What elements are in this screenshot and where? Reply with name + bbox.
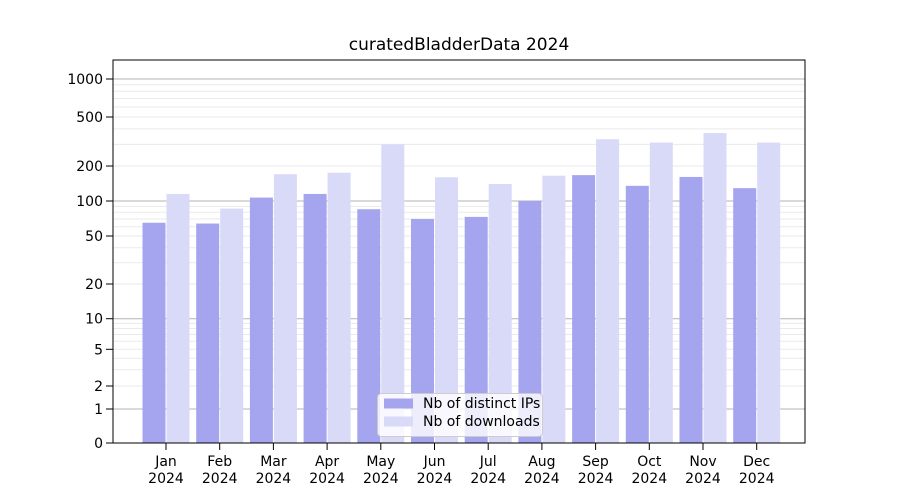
bar-nb-of-distinct-ips (142, 222, 166, 443)
x-tick-label: Jul 2024 (470, 454, 506, 487)
x-tick-label: Feb 2024 (202, 454, 238, 487)
bar-nb-of-distinct-ips (357, 209, 381, 443)
bar-nb-of-distinct-ips (733, 188, 757, 443)
y-tick-label: 50 (85, 229, 103, 245)
x-tick-label: Jan 2024 (148, 454, 184, 487)
bar-nb-of-distinct-ips (249, 197, 273, 443)
legend-swatch-nb-of-distinct-ips (384, 398, 413, 409)
bar-nb-of-downloads (596, 139, 620, 443)
bar-nb-of-distinct-ips (625, 185, 649, 443)
bar-nb-of-downloads (273, 174, 297, 443)
legend (377, 393, 543, 437)
bar-nb-of-downloads (703, 133, 727, 443)
y-tick-label: 0 (94, 436, 103, 452)
bar-nb-of-distinct-ips (196, 223, 220, 443)
bar-nb-of-downloads (542, 175, 566, 443)
y-tick-label: 500 (76, 110, 103, 126)
x-tick-label: Oct 2024 (631, 454, 667, 487)
y-tick-label: 2 (94, 379, 103, 395)
bar-nb-of-distinct-ips (518, 201, 542, 443)
bar-nb-of-downloads (435, 177, 458, 443)
x-tick-label: Nov 2024 (685, 454, 721, 487)
bar-nb-of-distinct-ips (679, 176, 703, 443)
axis-box (112, 59, 806, 444)
y-tick-label: 1000 (67, 72, 103, 88)
y-tick-label: 20 (85, 277, 103, 293)
y-tick-label: 200 (76, 159, 103, 175)
bar-nb-of-downloads (381, 144, 405, 444)
x-tick-label: Dec 2024 (739, 454, 775, 487)
bar-nb-of-downloads (220, 208, 244, 443)
x-tick-label: Apr 2024 (309, 454, 345, 487)
legend-label-nb-of-distinct-ips: Nb of distinct IPs (423, 396, 540, 412)
x-tick-label: May 2024 (363, 454, 399, 487)
bar-nb-of-downloads (166, 193, 190, 443)
x-tick-label: Aug 2024 (524, 454, 560, 487)
bar-nb-of-downloads (327, 172, 351, 443)
bar-nb-of-distinct-ips (464, 216, 488, 443)
y-tick-label: 1 (94, 402, 103, 418)
legend-label-nb-of-downloads: Nb of downloads (423, 414, 540, 430)
y-tick-label: 10 (85, 312, 103, 328)
bar-nb-of-distinct-ips (303, 193, 327, 443)
chart-title: curatedBladderData 2024 (348, 35, 570, 55)
y-tick-label: 5 (94, 342, 103, 358)
x-tick-label: Mar 2024 (256, 454, 292, 487)
bar-nb-of-downloads (649, 142, 673, 444)
bar-nb-of-distinct-ips (572, 175, 596, 443)
legend-swatch-nb-of-downloads (384, 416, 413, 427)
x-tick-label: Jun 2024 (417, 454, 453, 487)
y-tick-label: 100 (76, 194, 103, 210)
bar-nb-of-downloads (757, 142, 781, 444)
bar-nb-of-downloads (488, 184, 512, 443)
x-tick-label: Sep 2024 (578, 454, 614, 487)
bar-nb-of-distinct-ips (411, 219, 434, 443)
